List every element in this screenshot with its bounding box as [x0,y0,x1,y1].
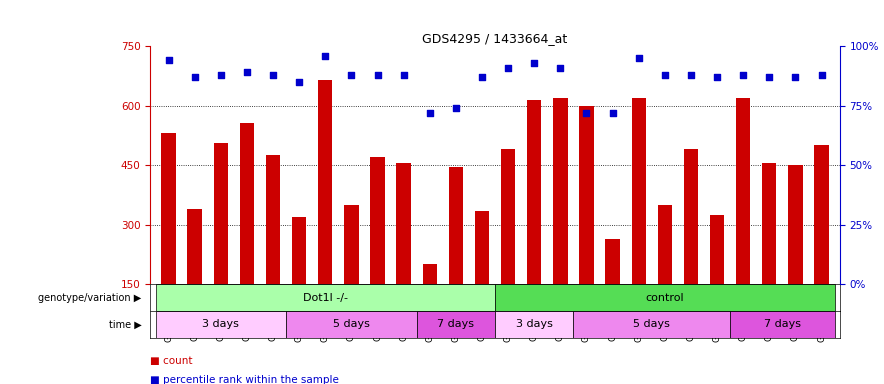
Bar [495,284,834,311]
Point [710,74,724,80]
Text: genotype/variation ▶: genotype/variation ▶ [38,293,141,303]
Point [632,55,646,61]
Bar [240,124,254,284]
Point [579,110,593,116]
Bar [789,165,803,284]
Bar [730,311,834,338]
Bar [396,163,411,284]
Point [318,53,332,59]
Bar [416,311,495,338]
Bar [553,98,568,284]
Bar [344,205,359,284]
Bar [683,149,698,284]
Text: 7 days: 7 days [764,319,801,329]
Bar [606,238,620,284]
Point [475,74,489,80]
Point [187,74,202,80]
Point [606,110,620,116]
Bar [658,205,672,284]
Text: ■ percentile rank within the sample: ■ percentile rank within the sample [150,375,339,384]
Bar [449,167,463,284]
Bar [214,143,228,284]
Text: Dot1l -/-: Dot1l -/- [303,293,347,303]
Text: control: control [645,293,684,303]
Bar [292,217,307,284]
Point [162,57,176,63]
Point [345,71,359,78]
Point [762,74,776,80]
Bar [631,98,646,284]
Point [527,60,541,66]
Text: time ▶: time ▶ [109,319,141,329]
Bar [579,106,594,284]
Point [658,71,672,78]
Bar [423,264,437,284]
Bar [266,155,280,284]
Point [240,69,254,75]
Bar [736,98,751,284]
Bar [187,209,202,284]
Point [684,71,698,78]
Text: 7 days: 7 days [438,319,475,329]
Bar [574,311,730,338]
Point [553,65,568,71]
Point [814,71,828,78]
Bar [318,80,332,284]
Point [292,79,306,85]
Bar [156,284,495,311]
Bar [762,163,776,284]
Text: 5 days: 5 days [333,319,370,329]
Point [501,65,515,71]
Bar [527,100,541,284]
Point [266,71,280,78]
Bar [710,215,724,284]
Point [449,105,463,111]
Bar [495,311,574,338]
Point [423,110,437,116]
Point [397,71,411,78]
Point [789,74,803,80]
Text: 5 days: 5 days [633,319,670,329]
Title: GDS4295 / 1433664_at: GDS4295 / 1433664_at [423,32,568,45]
Point [736,71,751,78]
Bar [286,311,416,338]
Point [214,71,228,78]
Point [370,71,385,78]
Bar [156,311,286,338]
Bar [501,149,515,284]
Text: ■ count: ■ count [150,356,193,366]
Bar [370,157,385,284]
Bar [475,211,489,284]
Text: 3 days: 3 days [515,319,552,329]
Bar [814,145,828,284]
Text: 3 days: 3 days [202,319,240,329]
Bar [162,133,176,284]
